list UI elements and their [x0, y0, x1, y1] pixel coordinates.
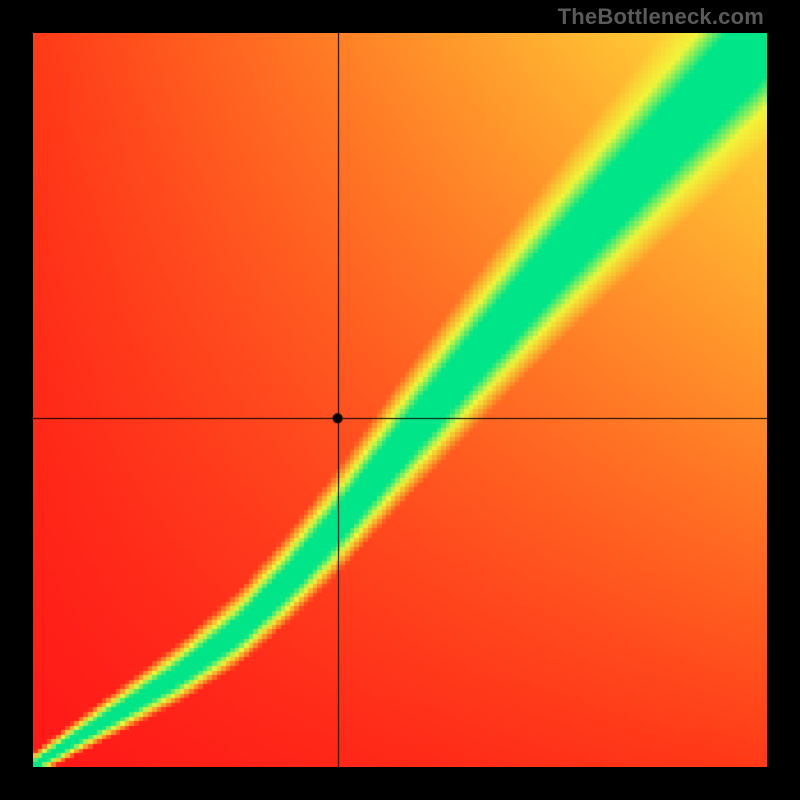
chart-frame: TheBottleneck.com	[0, 0, 800, 800]
bottleneck-heatmap	[33, 33, 767, 767]
watermark-text: TheBottleneck.com	[558, 4, 764, 30]
